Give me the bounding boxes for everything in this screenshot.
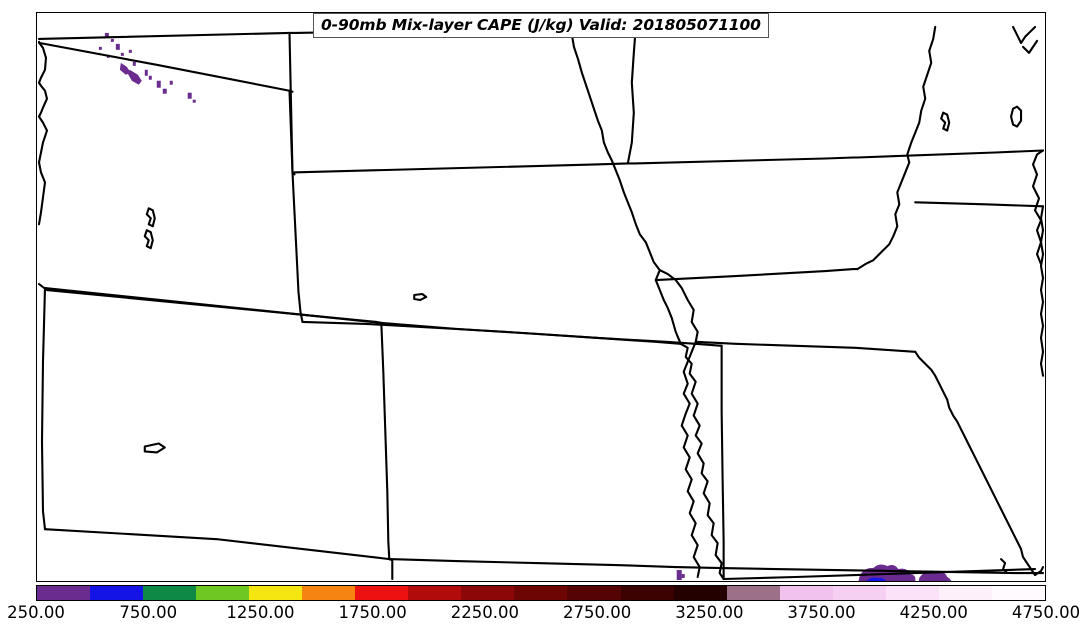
- colorbar-segment: [832, 586, 886, 600]
- colorbar-tick-label: 1750.00: [338, 603, 407, 622]
- colorbar-segment: [726, 586, 780, 600]
- colorbar-tick-label: 1250.00: [226, 603, 295, 622]
- colorbar-segment: [143, 586, 197, 600]
- map-panel[interactable]: [36, 12, 1046, 582]
- page-title: 0-90mb Mix-layer CAPE (J/kg) Valid: 2018…: [313, 13, 769, 39]
- state-boundaries: [37, 23, 1045, 581]
- colorbar-segment: [779, 586, 833, 600]
- colorbar-segment: [37, 586, 91, 600]
- colorbar-segment: [302, 586, 356, 600]
- colorbar-tick-label: 4250.00: [899, 603, 968, 622]
- colorbar-segment: [461, 586, 515, 600]
- cape-feature-southern-plains: [858, 564, 952, 581]
- colorbar-tick-label: 3250.00: [675, 603, 744, 622]
- colorbar-segment: [885, 586, 939, 600]
- colorbar-segment: [938, 586, 992, 600]
- colorbar-tick-label: 3750.00: [787, 603, 856, 622]
- colorbar-tick-labels: 250.00 750.00 1250.00 1750.00 2250.00 2750.00…: [0, 603, 1081, 629]
- colorbar-segment: [567, 586, 621, 600]
- cape-feature-northern-montana: [98, 32, 196, 103]
- colorbar[interactable]: [36, 585, 1046, 601]
- colorbar-segment: [991, 586, 1045, 600]
- colorbar-tick-label: 750.00: [119, 603, 178, 622]
- colorbar-segment: [196, 586, 250, 600]
- colorbar-segment: [408, 586, 462, 600]
- map-svg: [37, 23, 1045, 581]
- cape-feature-central-kansas: [676, 570, 685, 581]
- colorbar-tick-label: 2750.00: [562, 603, 632, 622]
- colorbar-tick-label: 4750.00: [1011, 603, 1081, 622]
- colorbar-segment: [673, 586, 727, 600]
- colorbar-tick-label: 2250.00: [450, 603, 519, 622]
- colorbar-segment: [90, 586, 144, 600]
- colorbar-segment: [514, 586, 568, 600]
- colorbar-tick-label: 250.00: [7, 603, 65, 622]
- colorbar-segment: [620, 586, 674, 600]
- cape-contour-layer: [98, 32, 952, 581]
- colorbar-segment: [355, 586, 409, 600]
- colorbar-segment: [249, 586, 303, 600]
